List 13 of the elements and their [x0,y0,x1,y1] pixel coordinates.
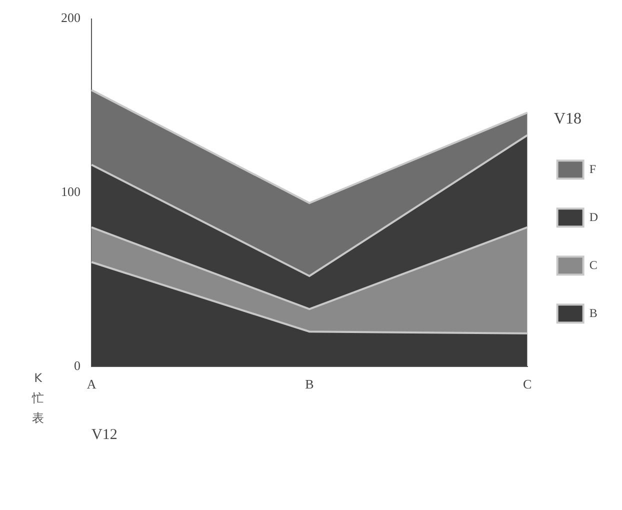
legend-label: C [589,258,598,272]
legend-label: B [589,306,598,320]
x-tick-label: C [523,376,532,392]
legend-title: V18 [554,110,582,128]
x-axis-title: V12 [92,426,118,443]
y-axis-title: K忙表 [30,370,45,427]
y-tick-label: 0 [74,358,80,373]
x-tick-label: A [86,376,97,392]
legend-label: F [589,162,596,176]
y-tick-label: 100 [61,184,80,200]
x-tick-label: B [305,376,314,392]
legend-label: D [589,210,598,224]
y-tick-label: 200 [61,10,80,26]
